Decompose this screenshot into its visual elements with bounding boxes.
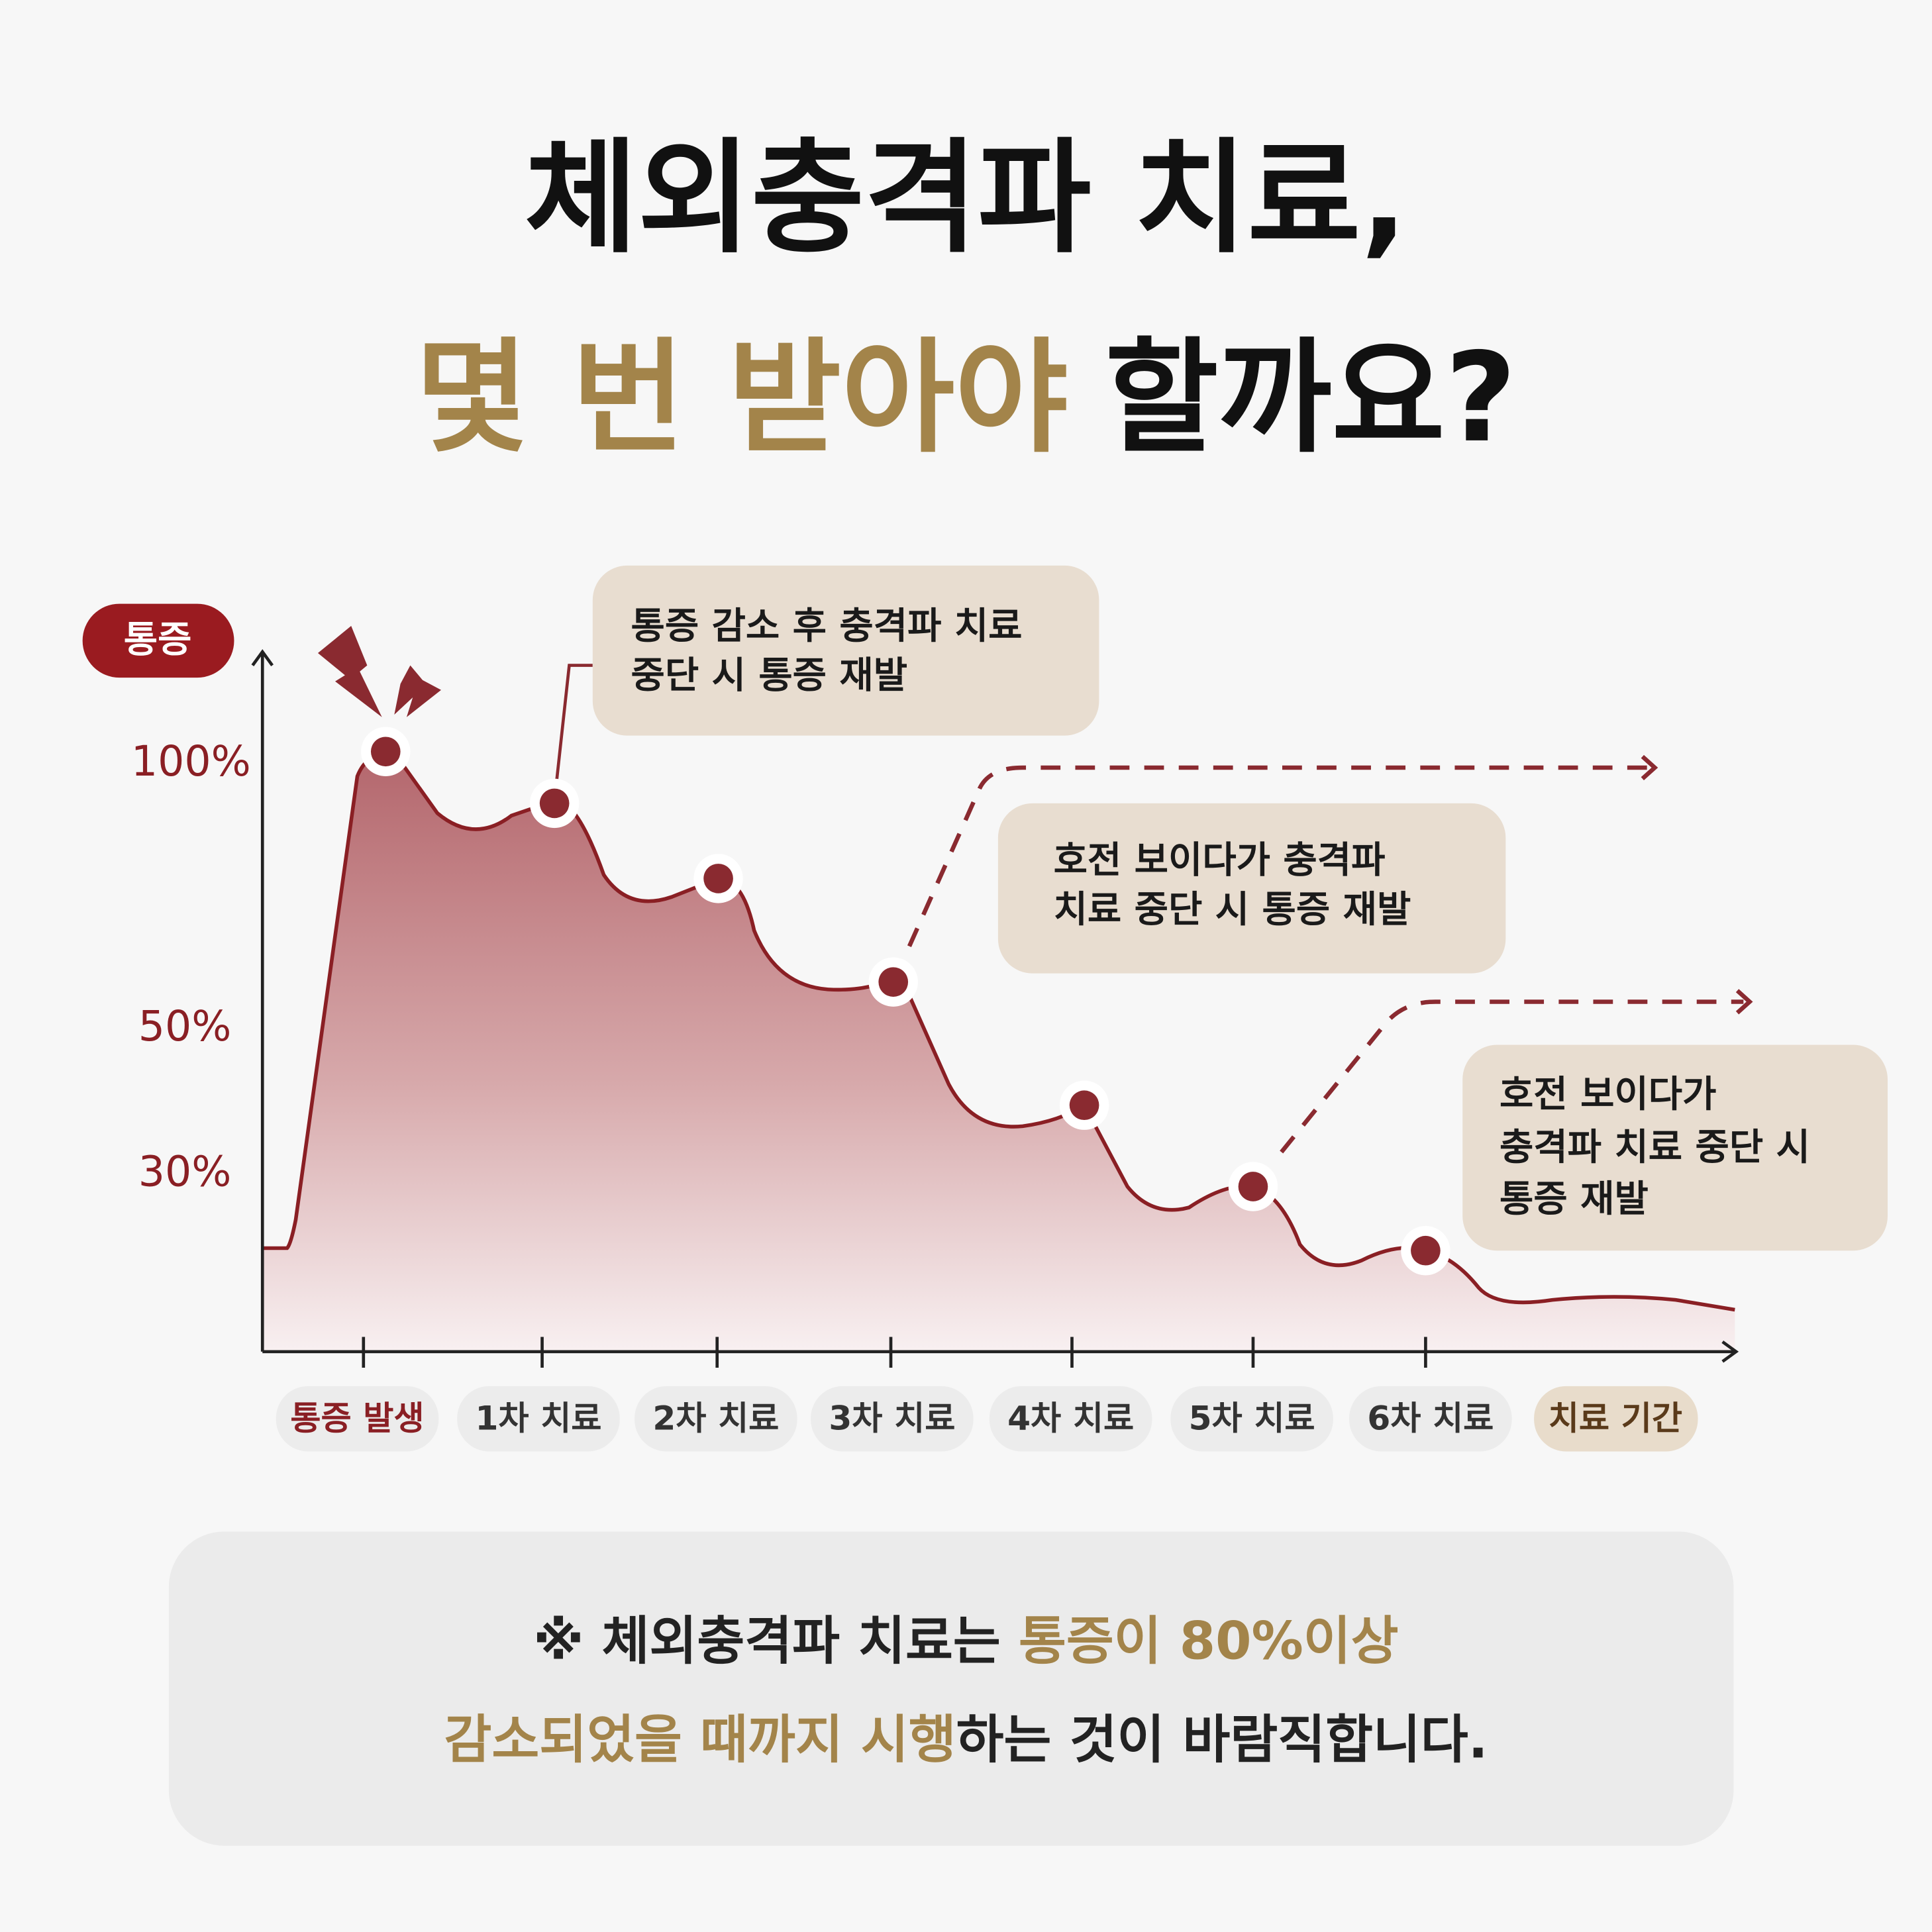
y-tick-label: 100% [131,737,251,786]
x-label: 2차 치료 [652,1398,779,1437]
x-label-pill [989,1386,1152,1452]
x-label-pill [276,1386,439,1452]
x-label-pill [457,1386,620,1452]
callout-box [997,803,1506,974]
title-highlight: 몇 번 받아야 [415,326,1068,470]
y-tick-label: 50% [138,1001,232,1050]
pain-area [262,756,1735,1352]
x-label-pill [811,1386,974,1452]
title-line1: 체외충격파 치료, [525,126,1407,270]
x-ticks [362,1337,1427,1368]
relapse-arrow [1641,754,1658,781]
point [1401,1226,1450,1276]
point [1059,1080,1109,1130]
point [868,957,918,1007]
note-text: ※ 체외충격파 치료는 [533,1611,1019,1672]
x-label: 통증 발생 [290,1398,424,1437]
x-end-pill [1534,1386,1698,1452]
x-labels: 통증 발생 1차 치료 2차 치료 3차 치료 4차 치료 5차 치료 6차 치료 치료 기간 [276,1386,1698,1452]
note-line2: 감소되었을 때까지 시행하는 것이 바람직합니다. [444,1710,1488,1770]
relapse-line [1280,999,1744,1154]
x-label: 4차 치료 [1007,1398,1134,1437]
x-label: 3차 치료 [829,1398,955,1437]
x-axis-arrow [1721,1341,1739,1363]
callout-text: 통증 재발 [1500,1178,1649,1221]
callout-box [1462,1044,1888,1251]
note-box [168,1531,1734,1846]
lightning-icon [394,665,441,717]
callout-box [592,565,1099,736]
note-highlight: 통증이 80%이상 [1019,1611,1399,1672]
lightning-icon [317,626,382,717]
callout-connector [552,664,593,801]
y-tick-label: 30% [138,1146,232,1195]
callout-text: 호전 보이다가 [1500,1073,1716,1116]
point [1228,1162,1278,1211]
title-line2: 몇 번 받아야 할까요? [415,326,1516,470]
y-axis-label: 통증 [124,618,192,661]
y-axis-arrow [251,649,274,666]
x-end-label: 치료 기간 [1549,1398,1682,1437]
relapse-arrow [1735,989,1753,1015]
title-rest: 할까요? [1105,326,1516,470]
x-label: 1차 치료 [475,1398,601,1437]
point [529,778,580,829]
callout-text: 호전 보이다가 충격파 [1054,839,1386,882]
y-label-pill [82,603,234,678]
point [693,854,743,903]
x-label-pill [635,1386,797,1452]
relapse-line [907,765,1651,948]
note-text: 하는 것이 바람직합니다. [956,1710,1488,1770]
note-highlight: 감소되었을 때까지 시행 [444,1710,956,1770]
point [361,727,411,777]
x-label: 6차 치료 [1367,1398,1494,1437]
callout-text: 통증 감소 후 충격파 치료 [631,605,1022,648]
note-line1: ※ 체외충격파 치료는 통증이 80%이상 [533,1611,1398,1672]
x-label-pill [1349,1386,1512,1452]
callout-text: 중단 시 통증 재발 [631,654,907,697]
x-label: 5차 치료 [1189,1398,1315,1437]
callout-text: 치료 중단 시 통증 재발 [1054,888,1411,931]
x-label-pill [1170,1386,1333,1452]
points [361,727,1450,1276]
callout-text: 충격파 치료 중단 시 [1500,1126,1810,1169]
